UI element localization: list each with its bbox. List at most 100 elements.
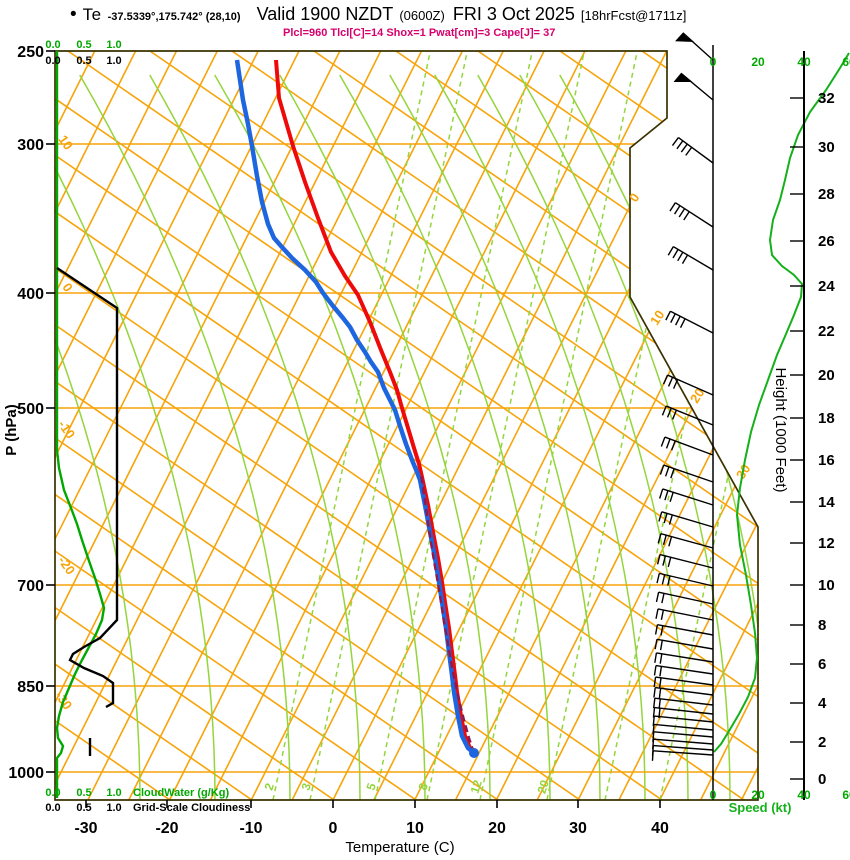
temperature-axis-label: Temperature (C) <box>345 839 454 856</box>
mixing-ratio-line <box>272 51 432 800</box>
isotherm-line <box>250 51 627 800</box>
cloudiness-bottom-tick-label: 1.0 <box>106 802 121 814</box>
wind-barb-feather <box>680 143 688 153</box>
speed-tick-label-top: 40 <box>797 55 811 69</box>
height-tick-label: 16 <box>818 452 835 469</box>
pressure-tick-label: 400 <box>17 286 44 303</box>
wind-barb-feather <box>671 137 679 146</box>
wind-barb-feather <box>658 688 662 699</box>
height-tick-label: 14 <box>818 494 835 511</box>
moist-adiabat-line <box>279 74 491 800</box>
wind-barb-feather <box>661 574 666 585</box>
pressure-tick-label: 300 <box>17 137 44 154</box>
wind-barb <box>656 638 714 650</box>
cloudiness-bottom-tick-label: 0.5 <box>76 802 91 814</box>
height-tick-label: 0 <box>818 771 826 788</box>
mixing-ratio-label: 8 <box>416 781 431 792</box>
speed-tick-label-top: 60 <box>842 55 850 69</box>
isotherm-line <box>55 51 382 800</box>
temperature-tick-label: 10 <box>406 820 424 837</box>
wind-barb <box>653 723 714 731</box>
mixing-ratio-label: 5 <box>364 781 379 792</box>
adiabat-label-left: -10 <box>55 417 78 441</box>
height-tick-label: 10 <box>818 577 835 594</box>
wind-barb-feather <box>660 436 666 447</box>
grid-lines <box>55 51 758 800</box>
wind-barb <box>659 553 714 569</box>
wind-barb <box>654 697 714 706</box>
wind-barb-feather <box>675 315 681 326</box>
wind-barb-feather <box>673 205 681 215</box>
wind-barb-feather <box>656 554 661 565</box>
wind-barb <box>667 374 714 396</box>
wind-barb-feather <box>666 407 672 418</box>
speed-tick-label-bottom: 60 <box>842 788 850 802</box>
wind-barb-feather <box>676 140 684 150</box>
wind-barb-feather <box>658 488 664 499</box>
cloudwater-bottom-tick-label: 1.0 <box>106 787 121 799</box>
wind-barb-feather <box>654 624 659 635</box>
cloudiness-scale-label: Grid-Scale Cloudiness <box>133 802 250 814</box>
moist-adiabat-line <box>434 74 646 800</box>
height-tick-label: 20 <box>818 367 835 384</box>
mixing-ratio-label: 3 <box>299 781 314 792</box>
temperature-tick-label: 30 <box>569 820 587 837</box>
dry-adiabat-line <box>55 51 758 800</box>
valid-time: Valid 1900 NZDT <box>256 4 394 24</box>
moist-adiabat-line <box>79 74 291 800</box>
wind-barb-flag <box>675 32 695 43</box>
wind-barb <box>653 744 714 751</box>
wind-barb-feather <box>669 202 676 212</box>
dry-adiabat-line <box>55 51 581 800</box>
moist-adiabat-line <box>477 74 689 800</box>
moist-adiabat-line <box>55 74 141 800</box>
wind-barb <box>657 608 714 621</box>
adiabat-label-left: 10 <box>55 132 76 152</box>
wind-barb <box>661 511 714 528</box>
height-tick-label: 30 <box>818 139 835 156</box>
wind-barb-flag <box>673 72 693 83</box>
wind-barb-feather <box>677 251 684 262</box>
height-tick-label: 12 <box>818 535 835 552</box>
wind-barb-feather <box>664 466 670 477</box>
wind-barb <box>660 533 714 549</box>
wind-barb-feather <box>663 513 668 524</box>
isotherm-line <box>55 51 341 800</box>
isotherm-line <box>55 51 137 800</box>
wind-barb-feather <box>667 246 674 256</box>
wind-barb <box>653 738 714 745</box>
wind-barb-feather <box>670 468 675 479</box>
wind-barb <box>662 488 714 506</box>
wind-barb <box>674 202 714 228</box>
dry-adiabat-line <box>67 51 758 800</box>
cloudiness-curve <box>56 267 119 709</box>
wind-barb <box>655 686 714 696</box>
wind-barb <box>656 652 714 663</box>
wind-barb <box>658 591 714 605</box>
height-tick-label: 24 <box>818 278 835 295</box>
wind-barb-feather <box>657 533 662 544</box>
mixing-ratio-label: 20 <box>534 778 552 795</box>
mixing-ratio-line <box>374 51 534 800</box>
dewpoint-curve <box>234 59 476 755</box>
wind-barb-feather <box>653 677 657 688</box>
isotherm-line <box>413 51 758 800</box>
wind-barb <box>677 136 714 164</box>
wind-barb-feather <box>661 593 665 604</box>
cloudiness-top-tick-label: 0.0 <box>45 55 60 67</box>
temperature-tick-label: -10 <box>239 820 262 837</box>
wind-barb-feather <box>665 438 671 449</box>
cloudwater-scale-label: CloudWater (g/Kg) <box>133 787 229 799</box>
wind-barb-feather <box>656 573 661 584</box>
cloudiness-top-tick-label: 0.5 <box>76 55 91 67</box>
wind-barb-feather <box>654 639 658 650</box>
wind-barb-feather <box>659 666 663 677</box>
wind-barb-feather <box>662 534 667 546</box>
height-tick-label: 2 <box>818 734 826 751</box>
parcel-path-curve <box>419 473 476 754</box>
dry-adiabat-line <box>313 51 758 800</box>
wind-barb <box>664 436 714 456</box>
wind-barb-feather <box>678 208 686 218</box>
